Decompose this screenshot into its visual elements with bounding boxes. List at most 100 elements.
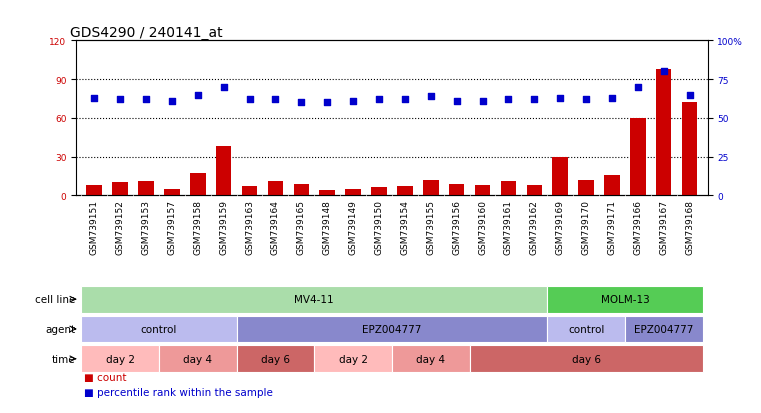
Point — [192, 92, 204, 99]
Bar — [190, 174, 205, 196]
Text: GSM739153: GSM739153 — [142, 200, 151, 255]
Bar — [139, 182, 154, 196]
Bar — [294, 184, 309, 196]
Bar — [423, 180, 438, 196]
Text: MOLM-13: MOLM-13 — [600, 294, 649, 304]
Text: GSM739164: GSM739164 — [271, 200, 280, 255]
Point — [295, 100, 307, 107]
Bar — [81, 346, 159, 372]
Text: GSM739171: GSM739171 — [607, 200, 616, 255]
Text: GSM739152: GSM739152 — [116, 200, 125, 255]
Point — [425, 94, 437, 100]
Bar — [527, 185, 542, 196]
Text: GSM739149: GSM739149 — [349, 200, 358, 255]
Text: GSM739166: GSM739166 — [633, 200, 642, 255]
Bar — [547, 316, 625, 342]
Bar — [449, 184, 464, 196]
Bar — [656, 70, 671, 196]
Point — [554, 95, 566, 102]
Text: GSM739169: GSM739169 — [556, 200, 565, 255]
Text: GSM739170: GSM739170 — [581, 200, 591, 255]
Text: GSM739150: GSM739150 — [374, 200, 384, 255]
Text: GSM739158: GSM739158 — [193, 200, 202, 255]
Point — [373, 97, 385, 103]
Point — [140, 97, 152, 103]
Point — [658, 69, 670, 76]
Text: GSM739159: GSM739159 — [219, 200, 228, 255]
Point — [632, 84, 644, 91]
Bar — [371, 188, 387, 196]
Text: day 4: day 4 — [416, 354, 445, 364]
Text: GSM739157: GSM739157 — [167, 200, 177, 255]
Text: day 2: day 2 — [106, 354, 135, 364]
Bar — [164, 189, 180, 196]
Point — [476, 98, 489, 105]
Bar — [547, 286, 702, 313]
Text: day 2: day 2 — [339, 354, 368, 364]
Bar — [216, 147, 231, 196]
Text: GSM739162: GSM739162 — [530, 200, 539, 255]
Bar — [345, 189, 361, 196]
Text: agent: agent — [46, 324, 75, 334]
Text: GSM739161: GSM739161 — [504, 200, 513, 255]
Text: GSM739148: GSM739148 — [323, 200, 332, 255]
Point — [218, 84, 230, 91]
Point — [580, 97, 592, 103]
Bar — [268, 182, 283, 196]
Point — [399, 97, 411, 103]
Point — [88, 95, 100, 102]
Bar — [604, 175, 619, 196]
Point — [606, 95, 618, 102]
Bar — [578, 180, 594, 196]
Point — [347, 98, 359, 105]
Bar — [470, 346, 702, 372]
Point — [502, 97, 514, 103]
Point — [683, 92, 696, 99]
Text: EPZ004777: EPZ004777 — [362, 324, 422, 334]
Text: GSM739165: GSM739165 — [297, 200, 306, 255]
Text: EPZ004777: EPZ004777 — [634, 324, 693, 334]
Point — [244, 97, 256, 103]
Bar — [630, 119, 645, 196]
Bar — [552, 157, 568, 196]
Point — [321, 100, 333, 107]
Text: control: control — [141, 324, 177, 334]
Point — [451, 98, 463, 105]
Bar — [81, 286, 547, 313]
Point — [166, 98, 178, 105]
Text: GSM739154: GSM739154 — [400, 200, 409, 255]
Bar — [113, 183, 128, 196]
Text: ■ count: ■ count — [84, 372, 126, 382]
Bar — [501, 182, 516, 196]
Bar — [320, 191, 335, 196]
Text: time: time — [52, 354, 75, 364]
Text: GSM739151: GSM739151 — [90, 200, 99, 255]
Point — [528, 97, 540, 103]
Bar — [625, 316, 702, 342]
Text: day 6: day 6 — [572, 354, 600, 364]
Bar — [475, 185, 490, 196]
Point — [114, 97, 126, 103]
Bar — [237, 346, 314, 372]
Text: ■ percentile rank within the sample: ■ percentile rank within the sample — [84, 387, 272, 397]
Text: GSM739167: GSM739167 — [659, 200, 668, 255]
Text: control: control — [568, 324, 604, 334]
Text: GSM739160: GSM739160 — [478, 200, 487, 255]
Bar — [397, 187, 412, 196]
Bar — [682, 103, 697, 196]
Bar — [81, 316, 237, 342]
Text: GSM739168: GSM739168 — [685, 200, 694, 255]
Text: GSM739163: GSM739163 — [245, 200, 254, 255]
Bar — [242, 187, 257, 196]
Bar — [237, 316, 547, 342]
Text: GDS4290 / 240141_at: GDS4290 / 240141_at — [70, 26, 222, 40]
Bar — [392, 346, 470, 372]
Text: GSM739155: GSM739155 — [426, 200, 435, 255]
Text: day 6: day 6 — [261, 354, 290, 364]
Bar — [314, 346, 392, 372]
Text: cell line: cell line — [35, 294, 75, 304]
Point — [269, 97, 282, 103]
Text: GSM739156: GSM739156 — [452, 200, 461, 255]
Bar — [87, 185, 102, 196]
Bar — [159, 346, 237, 372]
